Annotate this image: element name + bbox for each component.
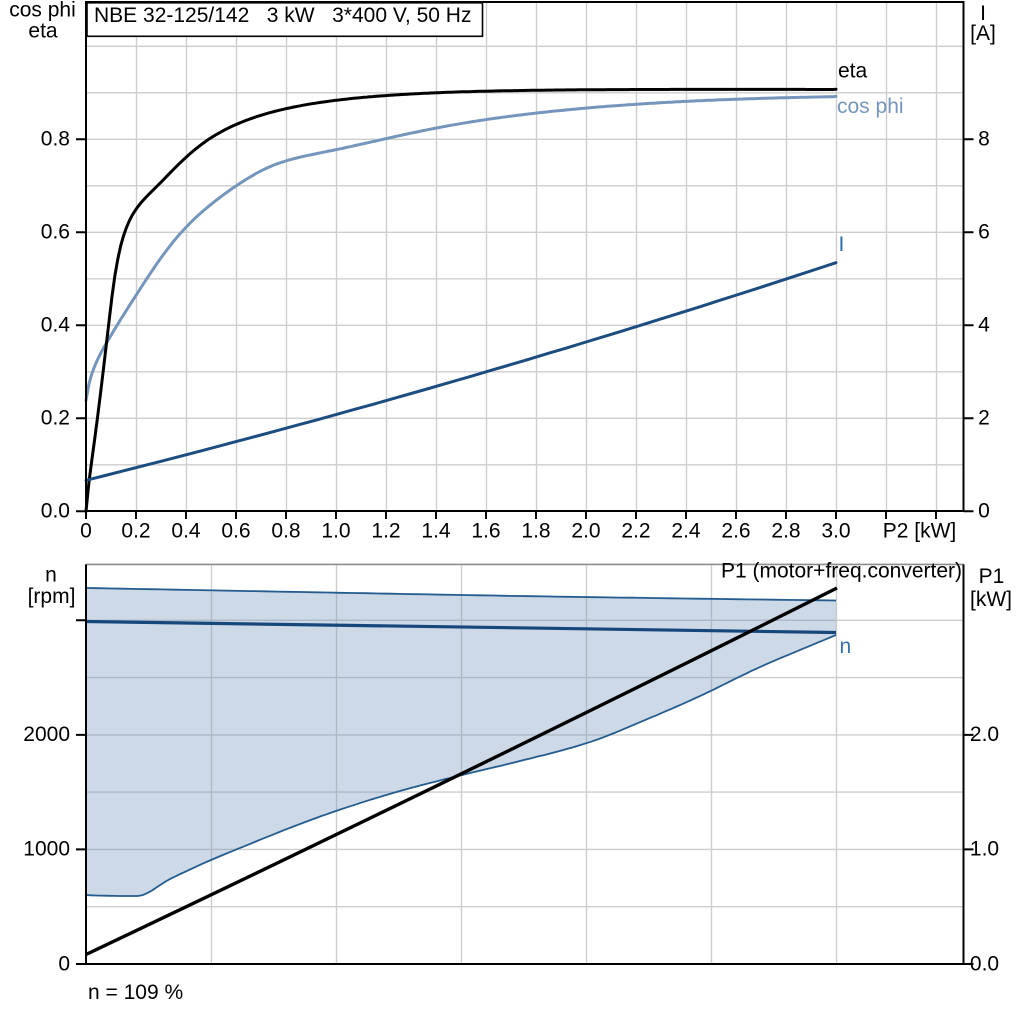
svg-text:2.0: 2.0	[571, 520, 600, 543]
svg-text:1.0: 1.0	[970, 838, 999, 861]
svg-text:I: I	[839, 233, 845, 256]
svg-text:0.2: 0.2	[121, 520, 150, 543]
svg-text:4: 4	[978, 314, 990, 337]
svg-text:0.0: 0.0	[970, 952, 999, 975]
svg-text:1000: 1000	[23, 838, 70, 861]
svg-text:[A]: [A]	[970, 22, 996, 45]
svg-text:P1 (motor+freq.converter): P1 (motor+freq.converter)	[721, 560, 962, 583]
svg-text:2.6: 2.6	[721, 520, 750, 543]
svg-text:1.4: 1.4	[421, 520, 451, 543]
svg-text:0.6: 0.6	[41, 221, 70, 244]
svg-text:0: 0	[80, 520, 92, 543]
svg-text:1.0: 1.0	[321, 520, 350, 543]
svg-text:0.4: 0.4	[171, 520, 201, 543]
svg-text:[kW]: [kW]	[970, 588, 1012, 611]
svg-text:2: 2	[978, 407, 990, 430]
svg-text:NBE 32-125/142 3 kW 3*400: NBE 32-125/142 3 kW 3*400 V, 50 Hz	[94, 4, 471, 27]
svg-text:0.2: 0.2	[41, 407, 70, 430]
svg-text:eta: eta	[28, 20, 58, 43]
svg-text:cos phi: cos phi	[9, 0, 76, 22]
svg-text:2.8: 2.8	[771, 520, 800, 543]
svg-text:0.8: 0.8	[271, 520, 300, 543]
svg-text:P1: P1	[979, 565, 1005, 588]
svg-text:1.8: 1.8	[521, 520, 550, 543]
svg-text:1.6: 1.6	[471, 520, 500, 543]
svg-text:6: 6	[978, 221, 990, 244]
svg-text:n: n	[45, 564, 57, 587]
svg-text:2.2: 2.2	[621, 520, 650, 543]
svg-text:0: 0	[978, 500, 990, 523]
svg-text:3.0: 3.0	[821, 520, 850, 543]
svg-text:0: 0	[58, 952, 70, 975]
svg-text:0.6: 0.6	[221, 520, 250, 543]
svg-text:cos phi: cos phi	[837, 95, 904, 118]
svg-text:0.0: 0.0	[41, 500, 70, 523]
svg-text:eta: eta	[838, 60, 868, 83]
svg-text:0.4: 0.4	[41, 314, 71, 337]
svg-text:P2 [kW]: P2 [kW]	[883, 520, 957, 543]
svg-text:8: 8	[978, 128, 990, 151]
svg-text:2.0: 2.0	[970, 723, 999, 746]
svg-text:n: n	[840, 635, 852, 658]
svg-text:1.2: 1.2	[371, 520, 400, 543]
svg-text:2.4: 2.4	[671, 520, 701, 543]
svg-text:[rpm]: [rpm]	[28, 585, 76, 608]
svg-text:2000: 2000	[23, 723, 70, 746]
svg-text:n = 109 %: n = 109 %	[88, 981, 183, 1004]
svg-text:0.8: 0.8	[41, 128, 70, 151]
svg-text:I: I	[980, 2, 986, 25]
